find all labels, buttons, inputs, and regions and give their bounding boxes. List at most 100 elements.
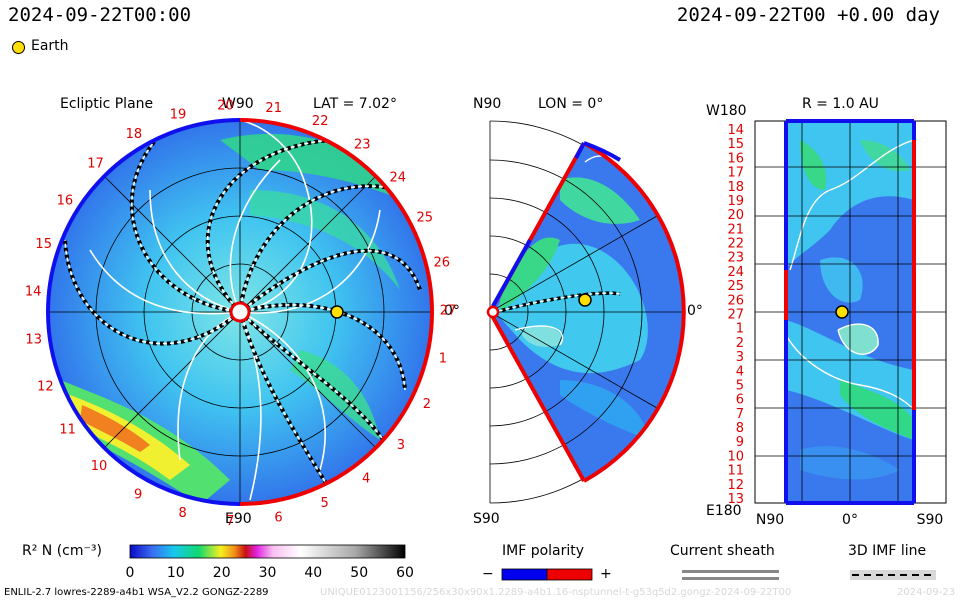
ecliptic-bottom-label: E90 (225, 511, 252, 527)
radial-x-labels: N90 0° S90 (756, 512, 944, 528)
imf-plus-label: + (600, 566, 612, 582)
radial-y-label: 3 (736, 350, 744, 365)
sector-label: 4 (362, 471, 370, 486)
radial-x-label: S90 (917, 512, 944, 528)
radial-y-label: 6 (736, 393, 744, 408)
radial-bottom-left-label: E180 (706, 503, 742, 519)
sector-label: 12 (37, 379, 54, 394)
radial-x-label: 0° (842, 512, 858, 528)
radial-y-label: 25 (727, 279, 744, 294)
sector-label: 1 (439, 352, 447, 367)
sector-label: 20 (217, 99, 234, 114)
radial-earth-icon (835, 305, 849, 319)
sector-label: 11 (59, 422, 76, 437)
colorbar-ticks: 0 10 20 30 40 50 60 (126, 565, 414, 581)
sector-label: 13 (25, 333, 42, 348)
colorbar-tick-label: 10 (167, 565, 185, 581)
radial-y-label: 24 (727, 265, 744, 280)
radial-x-label: N90 (756, 512, 784, 528)
sector-label: 16 (57, 194, 74, 209)
sector-label: 26 (434, 256, 451, 271)
corner-date-label: 2024-09-23 (897, 587, 956, 598)
radial-y-label: 26 (727, 293, 744, 308)
meridional-top-label: N90 (473, 96, 502, 112)
sector-label: 17 (87, 156, 104, 171)
imf-minus-label: − (482, 566, 494, 582)
colorbar-tick-label: 60 (396, 565, 414, 581)
meridional-lon-label: LON = 0° (538, 96, 604, 112)
sector-label: 5 (320, 496, 328, 511)
ecliptic-plane-panel (45, 118, 435, 506)
radial-y-label: 9 (736, 435, 744, 450)
sector-label: 9 (134, 487, 142, 502)
ecliptic-top-label: W90 (222, 96, 254, 112)
sector-label: 23 (354, 138, 371, 153)
run-time-label: 2024-09-22T00:00 (8, 4, 192, 26)
sector-label: 22 (312, 114, 329, 129)
imf-polarity-title: IMF polarity (502, 543, 585, 559)
radial-y-label: 17 (727, 166, 744, 181)
sector-label: 18 (126, 127, 143, 142)
radial-top-left-label: W180 (706, 103, 747, 119)
sun-icon (229, 301, 251, 323)
ecliptic-title: Ecliptic Plane (60, 96, 154, 112)
radial-y-label: 15 (727, 137, 744, 152)
imf-positive-swatch (546, 568, 593, 581)
radial-y-label: 11 (727, 464, 744, 479)
colorbar-tick-label: 0 (126, 565, 135, 581)
radial-y-label: 18 (727, 180, 744, 195)
radial-y-label: 8 (736, 421, 744, 436)
sector-label: 14 (25, 284, 42, 299)
radial-y-label: 5 (736, 379, 744, 394)
sector-label: 25 (417, 211, 434, 226)
sector-label: 24 (390, 171, 407, 186)
colorbar-tick-label: 50 (350, 565, 368, 581)
current-sheath-title: Current sheath (670, 543, 775, 559)
radial-y-label: 20 (727, 208, 744, 223)
ecliptic-right-label: 0° (444, 303, 460, 319)
model-info-label: ENLIL-2.7 lowres-2289-a4b1 WSA_V2.2 GONG… (4, 587, 269, 598)
meridional-earth-icon (578, 293, 592, 307)
radial-y-label: 2 (736, 336, 744, 351)
sector-label: 21 (265, 101, 282, 116)
sector-label: 10 (91, 459, 108, 474)
imf-line-title: 3D IMF line (848, 543, 927, 559)
radial-y-label: 23 (727, 251, 744, 266)
radial-y-label: 7 (736, 407, 744, 422)
colorbar-tick-label: 40 (304, 565, 322, 581)
imf-polarity-legend (501, 568, 593, 581)
meridional-bottom-label: S90 (473, 511, 500, 527)
sector-label: 8 (179, 506, 187, 521)
sector-label: 6 (274, 510, 282, 525)
sector-label: 19 (170, 107, 187, 122)
radial-y-label: 1 (736, 322, 744, 337)
radial-y-label: 27 (727, 308, 744, 323)
radial-y-label: 10 (727, 449, 744, 464)
imf-negative-swatch (501, 568, 548, 581)
run-id-label: UNIQUE0123001156/256x30x90x1.2289-a4b1.1… (320, 587, 792, 598)
sector-label: 27 (440, 304, 457, 319)
sector-label: 2 (423, 397, 431, 412)
density-colorbar (129, 544, 406, 559)
earth-icon (330, 305, 344, 319)
radial-y-label: 22 (727, 237, 744, 252)
frame-time-label: 2024-09-22T00 +0.00 day (676, 4, 940, 26)
radial-y-label: 14 (727, 123, 744, 138)
colorbar-tick-label: 20 (213, 565, 231, 581)
radial-y-label: 21 (727, 222, 744, 237)
radial-y-labels: 1415161718192021222324252627123456789101… (727, 123, 744, 507)
colorbar-label: R² N (cm⁻³) (22, 543, 102, 559)
radial-map-panel (754, 119, 947, 505)
meridional-plane-panel (486, 120, 686, 504)
colorbar-tick-label: 30 (259, 565, 277, 581)
sector-label: 7 (226, 514, 234, 529)
current-sheath-legend (682, 570, 779, 580)
radial-y-label: 19 (727, 194, 744, 209)
sector-label: 15 (35, 237, 52, 252)
radial-title: R = 1.0 AU (802, 96, 879, 112)
radial-y-label: 13 (727, 492, 744, 507)
radial-y-label: 16 (727, 151, 744, 166)
earth-marker-icon (12, 41, 25, 54)
